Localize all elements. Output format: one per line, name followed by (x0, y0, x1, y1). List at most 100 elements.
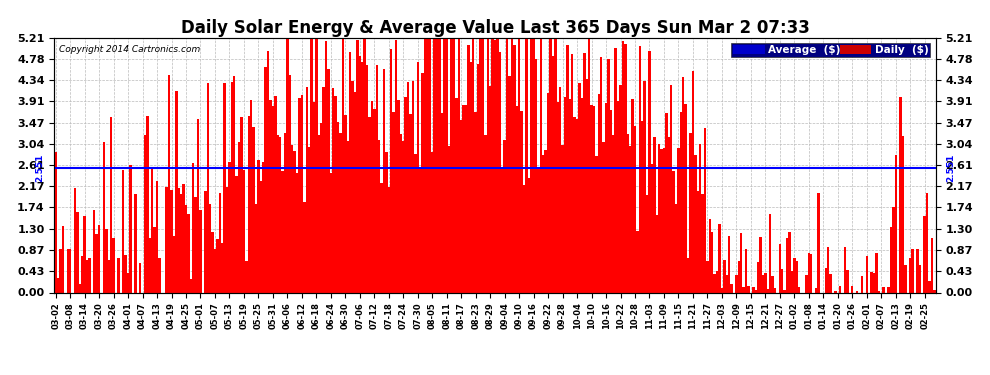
Bar (759, 237, 761, 292)
Bar (744, 249, 747, 292)
Bar (771, 276, 774, 292)
Bar (385, 152, 387, 292)
Bar (709, 219, 711, 292)
Bar (231, 82, 233, 292)
Bar (452, 38, 455, 292)
Bar (460, 120, 462, 292)
Bar (86, 260, 88, 292)
Bar (551, 56, 554, 292)
Bar (170, 190, 172, 292)
Bar (593, 106, 595, 292)
Bar (491, 38, 494, 292)
Bar (368, 117, 370, 292)
Bar (81, 256, 83, 292)
Bar (318, 135, 320, 292)
Bar (697, 191, 699, 292)
Bar (301, 95, 303, 292)
Bar (655, 215, 658, 292)
Bar (533, 38, 535, 292)
Bar (274, 96, 276, 292)
Bar (774, 288, 776, 292)
Bar (704, 128, 706, 292)
Bar (805, 275, 808, 292)
Bar (653, 137, 655, 292)
Bar (662, 148, 665, 292)
Bar (320, 123, 323, 292)
Bar (882, 287, 885, 292)
Bar (899, 98, 902, 292)
Bar (279, 138, 281, 292)
Bar (742, 287, 744, 292)
Bar (429, 38, 431, 292)
Bar (351, 81, 353, 292)
Bar (59, 249, 61, 292)
Bar (632, 99, 634, 292)
Bar (761, 275, 764, 292)
Bar (518, 38, 521, 292)
Bar (887, 287, 890, 292)
Bar (175, 91, 177, 292)
Bar (595, 156, 598, 292)
Bar (192, 163, 194, 292)
Bar (571, 54, 573, 292)
Bar (238, 142, 241, 292)
Bar (912, 249, 914, 292)
Bar (74, 188, 76, 292)
Bar (525, 38, 528, 292)
Bar (677, 148, 680, 292)
Bar (380, 183, 383, 292)
Bar (600, 57, 603, 292)
Bar (769, 213, 771, 292)
Bar (105, 229, 108, 292)
Bar (241, 117, 243, 292)
Bar (363, 38, 366, 292)
Bar (431, 152, 434, 292)
Bar (798, 287, 800, 292)
Bar (127, 273, 130, 292)
Bar (204, 191, 207, 292)
Bar (629, 146, 632, 292)
Bar (447, 146, 450, 292)
Bar (83, 216, 86, 292)
Bar (538, 168, 540, 292)
Bar (523, 185, 525, 292)
Bar (211, 232, 214, 292)
Bar (293, 151, 296, 292)
Bar (221, 243, 224, 292)
Bar (69, 249, 71, 292)
Bar (216, 238, 219, 292)
Bar (286, 38, 289, 292)
Bar (622, 41, 624, 292)
Bar (543, 155, 545, 292)
Bar (325, 41, 328, 292)
Bar (612, 135, 615, 292)
Bar (422, 74, 424, 292)
Bar (680, 112, 682, 292)
Bar (122, 170, 125, 292)
Bar (409, 114, 412, 292)
Bar (172, 236, 175, 292)
Bar (66, 249, 69, 292)
Bar (796, 261, 798, 292)
Bar (581, 98, 583, 292)
Bar (284, 133, 286, 292)
Bar (740, 233, 742, 292)
Bar (627, 134, 629, 292)
Bar (337, 122, 340, 292)
Bar (620, 85, 622, 292)
Bar (793, 258, 796, 292)
Bar (414, 154, 417, 292)
Bar (441, 113, 444, 292)
Bar (615, 48, 617, 292)
Bar (499, 52, 501, 292)
Bar (465, 105, 467, 292)
Bar (147, 116, 148, 292)
Bar (494, 40, 496, 292)
Bar (642, 122, 644, 292)
Bar (559, 87, 561, 292)
Bar (576, 119, 578, 292)
Bar (168, 75, 170, 292)
Bar (56, 279, 59, 292)
Bar (926, 193, 929, 292)
Bar (810, 254, 813, 292)
